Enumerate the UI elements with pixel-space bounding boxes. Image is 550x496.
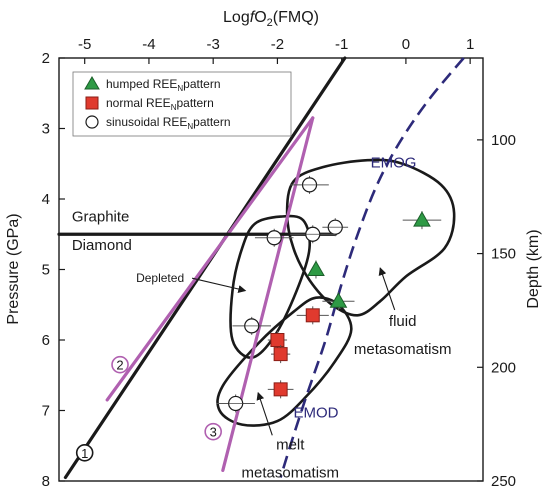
depth-tick-label: 100 [491, 132, 516, 149]
annotation-fluid-2: metasomatism [354, 341, 452, 358]
depth-tick-label: 150 [491, 246, 516, 263]
line-3-marker [204, 422, 222, 441]
annotations: Graphite Diamond Depleted fluid metasomatism… [72, 209, 452, 482]
annotation-diamond: Diamond [72, 237, 132, 254]
data-series [216, 175, 442, 413]
annotation-melt-2: metasomatism [242, 464, 340, 481]
field-fluid-metasomatism [285, 158, 456, 317]
depth-tick-label: 250 [491, 473, 516, 490]
y-tick-label: 5 [42, 262, 50, 279]
x-tick-label: -5 [78, 36, 91, 53]
legend-label: normal REENpattern [106, 96, 214, 112]
annotation-arrow-fluid-1 [378, 267, 396, 311]
humped-point [307, 260, 325, 276]
depth-tick-label: 200 [491, 359, 516, 376]
x-tick-label: -3 [207, 36, 220, 53]
y-tick-label: 2 [42, 50, 50, 67]
buffer-curves: EMOG EMOD [279, 57, 465, 478]
annotation-fluid-1: fluid [389, 313, 417, 330]
humped-point [329, 292, 348, 308]
legend-square-marker [85, 96, 99, 110]
normal-point [273, 382, 288, 397]
line-3-label: 3 [210, 425, 217, 440]
legend: humped REENpattern normal REENpattern sinu… [72, 71, 292, 137]
depth-axis-label: Depth (km) [525, 229, 542, 308]
line-2-label: 2 [116, 358, 123, 373]
line-1-marker [75, 443, 94, 462]
annotation-arrow-melt-1 [256, 391, 273, 436]
normal-point [273, 347, 288, 362]
field-melt-metasomatism [216, 296, 353, 427]
line-1-label: 1 [81, 446, 88, 461]
annotation-depleted: Depleted [136, 271, 184, 285]
x-tick-label: -1 [335, 36, 348, 53]
x-axis-label: LogfO2(FMQ) [223, 9, 319, 29]
x-tick-label: -4 [142, 36, 155, 53]
legend-triangle-marker [84, 76, 100, 90]
line-2-marker [111, 355, 129, 374]
legend-label: sinusoidal REENpattern [106, 115, 231, 131]
x-tick-label: 0 [402, 36, 410, 53]
x-tick-label: 1 [466, 36, 474, 53]
y-axis-label: Pressure (GPa) [5, 213, 22, 324]
line-2-line [105, 116, 315, 402]
x-tick-label: -2 [271, 36, 284, 53]
plot-area: 1 2 3 EMOG EMOD Graphite Diamond Depleted flui… [57, 56, 484, 482]
line-3-line [221, 116, 315, 473]
y-tick-label: 6 [42, 332, 50, 349]
emod-label: EMOD [293, 405, 338, 422]
y-tick-label: 3 [42, 121, 50, 138]
y-tick-label: 7 [42, 403, 50, 420]
normal-point [305, 308, 320, 323]
y-tick-label: 8 [42, 473, 50, 490]
reference-lines: 1 2 3 [57, 56, 347, 480]
legend-circle-marker [85, 115, 99, 129]
annotation-graphite: Graphite [72, 209, 130, 226]
legend-label: humped REENpattern [106, 77, 221, 93]
y-axis-left: 2 3 4 5 6 7 8 [42, 50, 65, 490]
annotation-melt-1: melt [276, 436, 305, 453]
emog-label: EMOG [371, 154, 417, 171]
legend-box [72, 71, 292, 137]
emog-curve [279, 57, 465, 478]
y-tick-label: 4 [42, 191, 50, 208]
humped-point [413, 211, 431, 227]
x-axis-top: -5 -4 -3 -2 -1 0 1 [78, 36, 474, 64]
y-axis-right-depth: 100 150 200 250 [477, 132, 516, 490]
annotation-arrow-depleted [191, 277, 247, 293]
normal-point [270, 333, 285, 347]
